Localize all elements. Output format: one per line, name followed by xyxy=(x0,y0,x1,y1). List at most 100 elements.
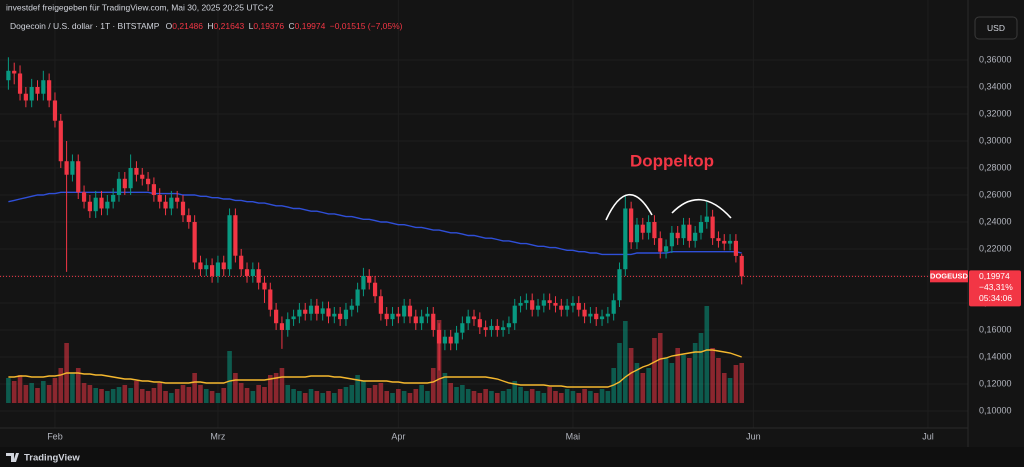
volume-bar xyxy=(361,381,366,403)
volume-bar xyxy=(273,373,279,403)
y-tick-label: 0,14000 xyxy=(979,351,1012,361)
annotation-arc xyxy=(605,193,653,221)
volume-bar xyxy=(343,387,349,403)
candle-body xyxy=(425,313,430,317)
price-tag-countdown: 05:34:06 xyxy=(979,293,1012,303)
volume-bar xyxy=(652,338,657,403)
volume-bar xyxy=(663,358,669,403)
volume-bar xyxy=(163,391,168,403)
candle-body xyxy=(460,323,465,333)
candle-body xyxy=(704,216,709,222)
currency-button[interactable] xyxy=(974,16,1018,40)
volume-bar xyxy=(122,385,128,403)
volume-bar xyxy=(547,387,552,403)
candle-body xyxy=(646,221,651,233)
volume-bar xyxy=(308,389,314,403)
candle-body xyxy=(332,313,337,317)
currency-label[interactable]: USD xyxy=(987,23,1005,33)
volume-bar xyxy=(378,383,384,403)
candle-body xyxy=(506,323,512,328)
candle-body xyxy=(175,197,180,202)
candle-body xyxy=(634,224,640,243)
candle-body xyxy=(116,178,122,195)
candle-body xyxy=(12,70,17,74)
volume-bar xyxy=(593,393,599,403)
volume-bar xyxy=(332,393,337,403)
candle-body xyxy=(599,316,605,320)
candle-body xyxy=(518,302,523,306)
candle-body xyxy=(285,319,290,330)
legend-key: L xyxy=(249,21,254,31)
volume-bar xyxy=(721,373,727,403)
volume-bar xyxy=(396,389,401,403)
y-tick-label: 0,28000 xyxy=(979,162,1012,172)
candle-body xyxy=(343,309,349,320)
candle-body xyxy=(105,201,110,209)
legend-value: 0,19376 xyxy=(253,21,284,31)
volume-bar xyxy=(198,385,203,403)
volume-bar xyxy=(314,391,320,403)
volume-bar xyxy=(442,373,448,403)
candle-body xyxy=(396,313,401,317)
candle-body xyxy=(530,300,535,310)
volume-bar xyxy=(268,375,273,403)
volume-bar xyxy=(337,389,343,403)
volume-bar xyxy=(553,391,558,403)
candle-body xyxy=(722,240,727,244)
volume-bar xyxy=(29,383,34,403)
volume-bar xyxy=(494,393,500,403)
y-tick-label: 0,36000 xyxy=(979,54,1012,64)
candle-body xyxy=(279,323,285,330)
y-tick-label: 0,24000 xyxy=(979,216,1012,226)
candle-body xyxy=(215,262,221,276)
candle-body xyxy=(70,161,75,175)
volume-bar xyxy=(285,385,291,403)
candle-body xyxy=(524,300,529,303)
legend-value: 0,21643 xyxy=(214,21,245,31)
volume-bar xyxy=(698,333,704,403)
candle-body xyxy=(35,86,40,94)
volume-bar xyxy=(58,368,64,403)
volume-bar xyxy=(215,393,221,403)
volume-bar xyxy=(681,355,686,403)
volume-bar xyxy=(291,389,296,403)
candle-body xyxy=(169,197,174,209)
x-tick-label: Apr xyxy=(391,431,405,441)
volume-bar xyxy=(151,388,157,403)
legend-value: 0,21486 xyxy=(172,21,203,31)
volume-bar xyxy=(87,385,93,403)
y-tick-label: 0,30000 xyxy=(979,135,1012,145)
candle-body xyxy=(372,282,378,297)
volume-bar xyxy=(145,391,151,403)
candle-body xyxy=(210,265,215,276)
volume-bar xyxy=(483,389,488,403)
volume-bar xyxy=(535,391,541,403)
volume-bar xyxy=(419,385,424,403)
candle-body xyxy=(378,296,383,314)
volume-bar xyxy=(692,343,698,403)
volume-bar xyxy=(739,363,745,403)
candle-body xyxy=(471,316,477,320)
volume-bar xyxy=(46,385,52,403)
candle-body xyxy=(402,305,407,317)
volume-bar xyxy=(588,391,593,403)
candle-body xyxy=(442,336,447,344)
volume-bar xyxy=(564,389,570,403)
candle-body xyxy=(576,302,581,310)
volume-bar xyxy=(617,343,622,403)
price-tag-symbol: DOGEUSD xyxy=(930,271,969,280)
volume-bar xyxy=(465,389,471,403)
candle-body xyxy=(186,215,191,222)
volume-bar xyxy=(529,389,535,403)
y-tick-label: 0,10000 xyxy=(979,405,1012,415)
price-tag-symbol-box xyxy=(930,270,968,283)
volume-bar xyxy=(320,393,325,403)
candle-body xyxy=(582,309,587,317)
candle-body xyxy=(204,265,209,270)
candle-body xyxy=(157,194,162,202)
candle-body xyxy=(716,238,721,241)
candle-body xyxy=(145,178,151,185)
candle-body xyxy=(349,305,354,310)
candle-body xyxy=(623,208,628,270)
